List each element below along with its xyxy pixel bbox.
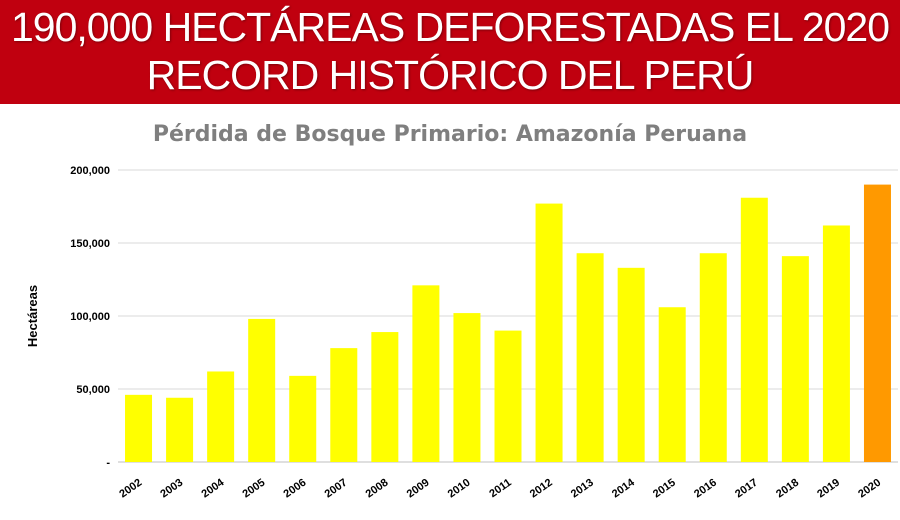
bar-2016 <box>699 253 727 462</box>
bar-2019 <box>822 225 850 462</box>
x-tick-label: 2018 <box>774 477 801 501</box>
x-tick-label: 2010 <box>446 477 473 501</box>
bar-2012 <box>535 203 563 462</box>
x-tick-label: 2019 <box>815 477 842 501</box>
bar-chart: - 50,000 100,000 150,000 200,000 Hectáreas 200… <box>25 165 898 501</box>
bar-2003 <box>166 397 194 462</box>
x-tick-label: 2005 <box>240 477 267 501</box>
y-tick-label: 100,000 <box>70 311 110 323</box>
x-tick-label: 2014 <box>610 476 638 500</box>
x-tick-label: 2008 <box>364 477 391 501</box>
headline-line-1: 190,000 HECTÁREAS DEFORESTADAS EL 2020 <box>10 4 890 50</box>
x-tick-label: 2003 <box>158 477 185 501</box>
headline-banner: 190,000 HECTÁREAS DEFORESTADAS EL 2020 R… <box>0 0 900 104</box>
y-axis-label: Hectáreas <box>25 285 40 347</box>
y-tick-label: - <box>106 457 110 469</box>
x-tick-label: 2006 <box>282 477 309 501</box>
x-tick-label: 2007 <box>323 477 350 501</box>
bar-2010 <box>453 313 481 462</box>
x-tick-label: 2020 <box>856 477 883 501</box>
x-tick-label: 2012 <box>528 477 555 501</box>
x-tick-label: 2017 <box>733 477 760 501</box>
bar-2015 <box>658 307 686 462</box>
bar-2008 <box>371 332 399 462</box>
bar-2007 <box>330 348 358 462</box>
bar-2020 <box>863 184 891 462</box>
x-tick-label: 2011 <box>487 477 513 501</box>
chart-title: Pérdida de Bosque Primario: Amazonía Per… <box>152 122 748 147</box>
bar-2017 <box>740 197 768 463</box>
x-tick-label: 2002 <box>117 477 144 501</box>
y-tick-label: 150,000 <box>70 238 110 250</box>
x-tick-label: 2015 <box>651 477 678 501</box>
bar-2018 <box>781 256 809 462</box>
y-tick-label: 200,000 <box>70 165 110 177</box>
bar-2014 <box>617 267 645 462</box>
bar-2005 <box>248 318 276 462</box>
bar-2006 <box>289 375 317 462</box>
y-tick-label: 50,000 <box>76 384 110 396</box>
bar-2013 <box>576 253 604 462</box>
bar-2009 <box>412 285 440 462</box>
x-tick-label: 2009 <box>405 477 432 501</box>
bar-2011 <box>494 330 522 462</box>
headline-line-2: RECORD HISTÓRICO DEL PERÚ <box>146 52 755 98</box>
x-tick-label: 2004 <box>199 476 227 500</box>
x-tick-label: 2016 <box>692 477 719 501</box>
bar-2002 <box>125 394 153 462</box>
bar-2004 <box>207 371 235 462</box>
x-tick-label: 2013 <box>569 477 596 501</box>
